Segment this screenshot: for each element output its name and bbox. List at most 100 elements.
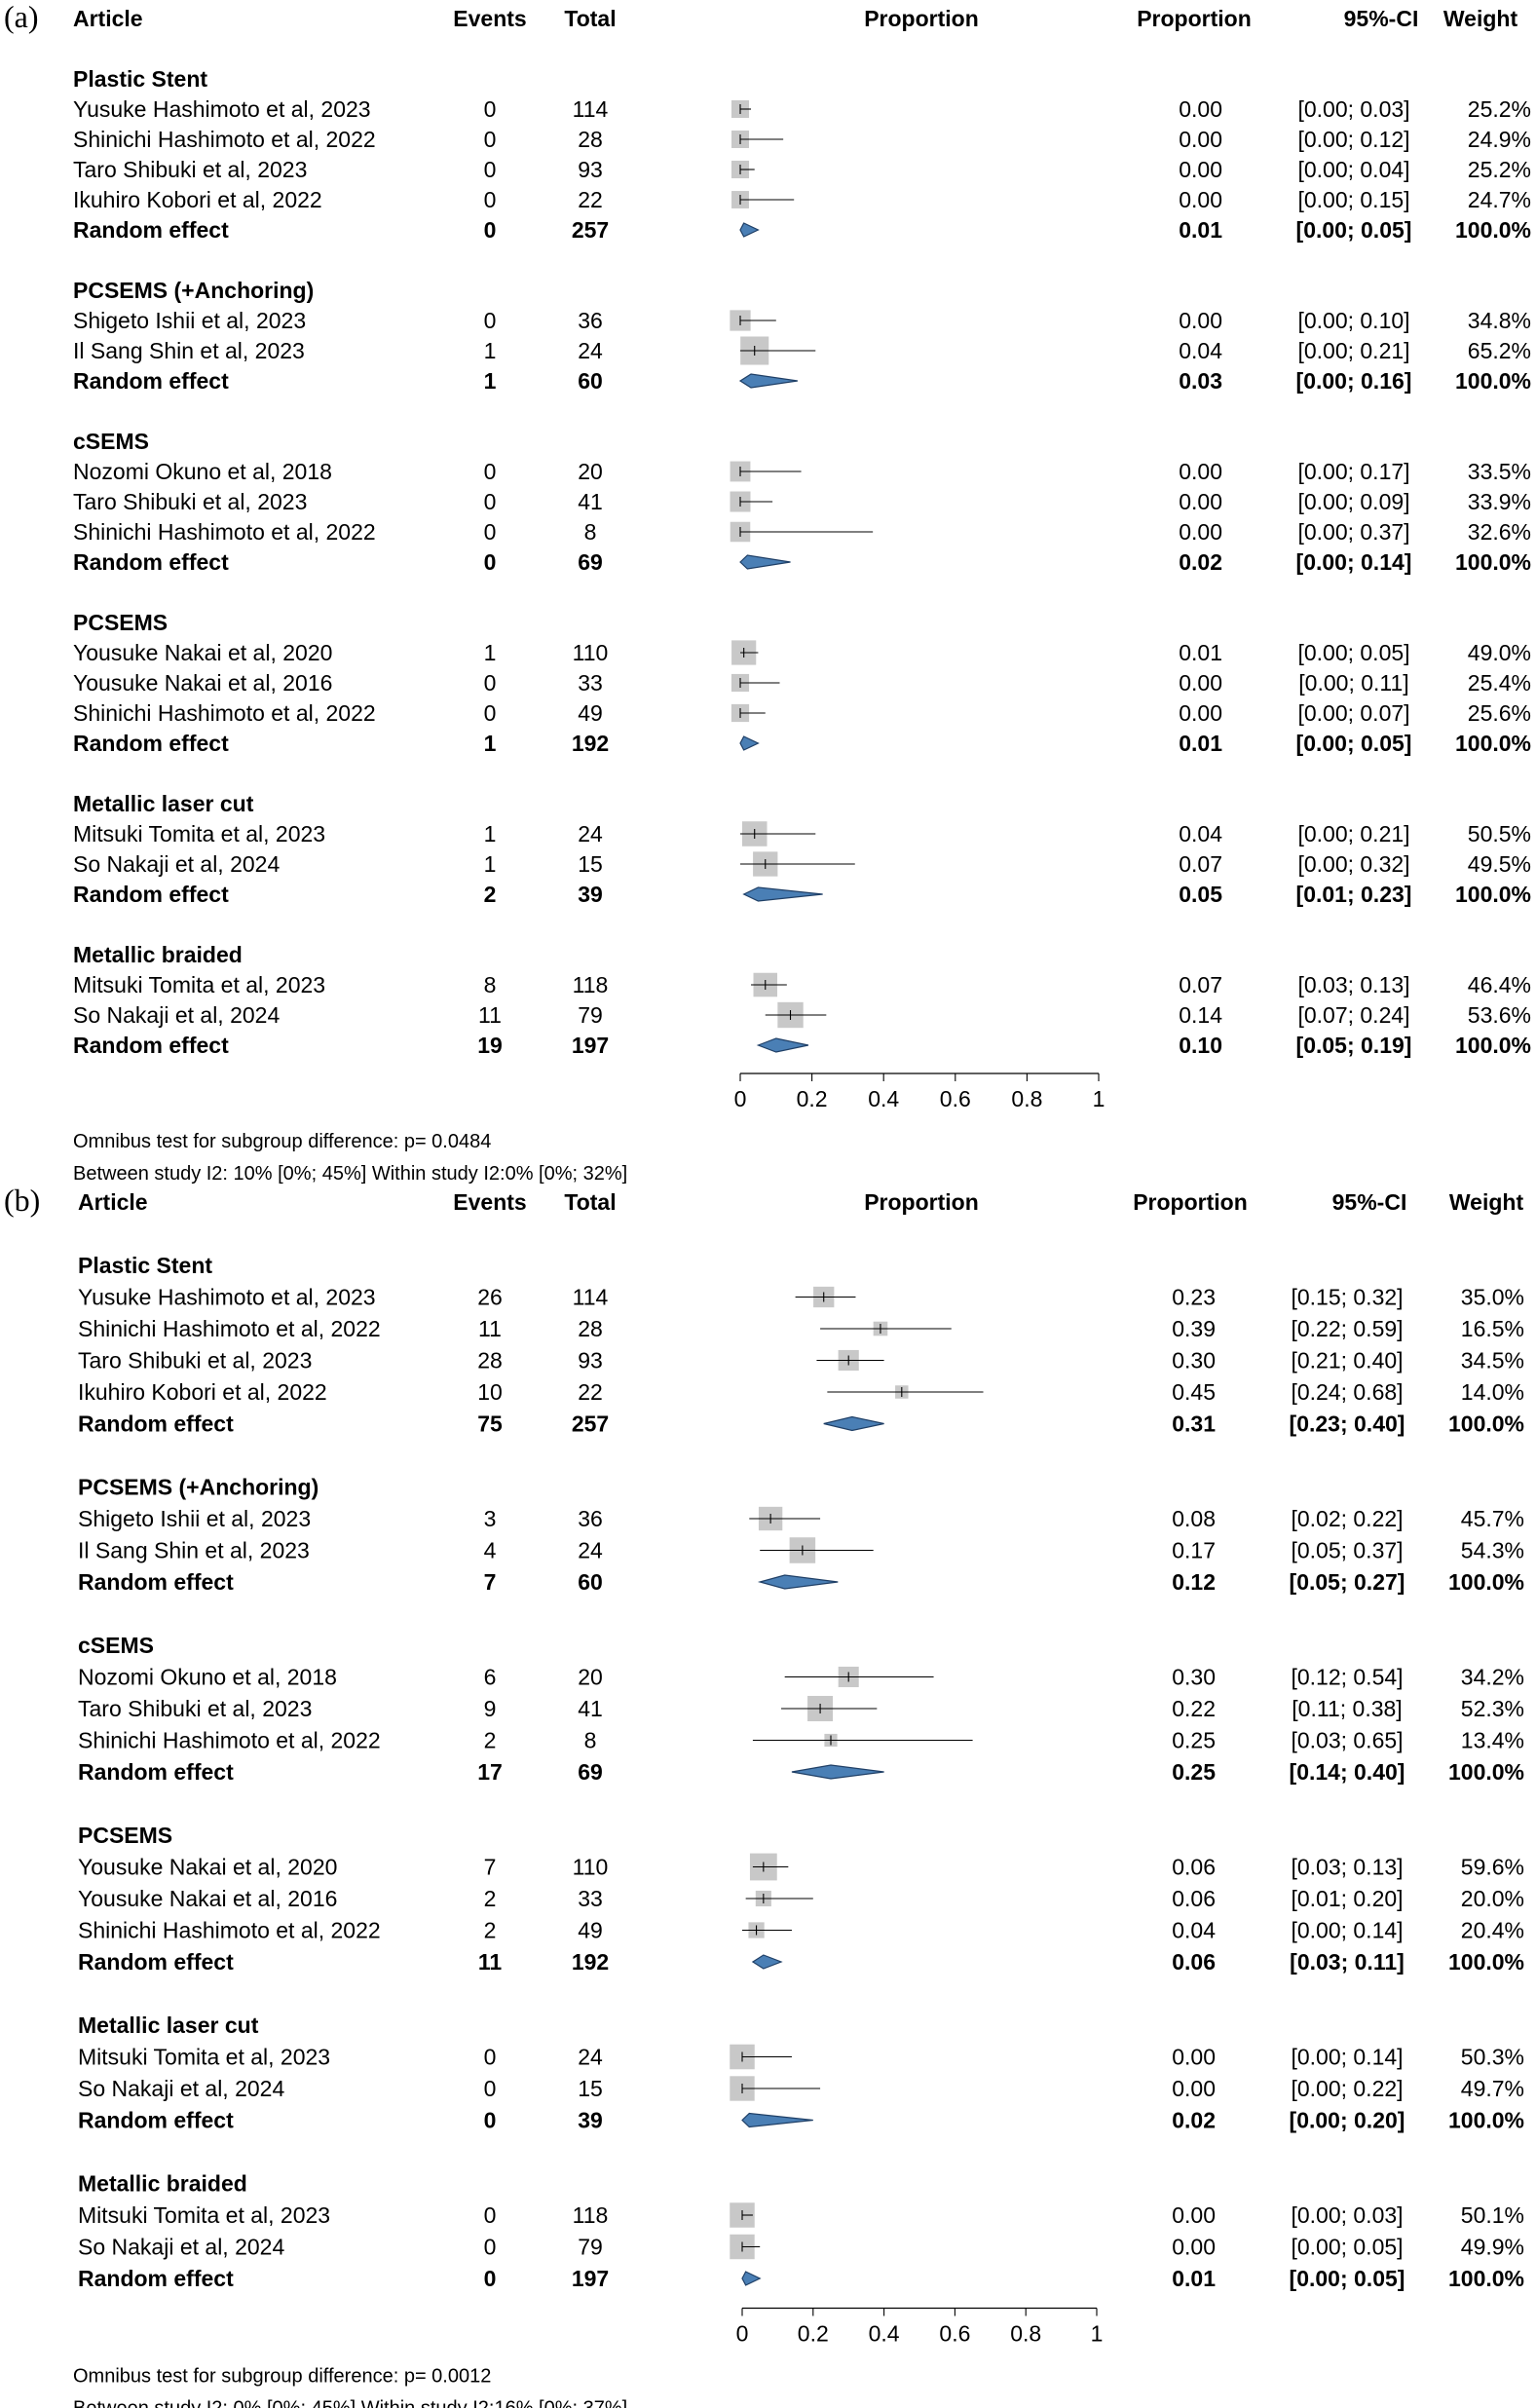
panel-a-study-total: 24 xyxy=(578,338,603,363)
panel-a-pooled-label: Random effect xyxy=(73,1033,229,1058)
panel-b-pooled-events: 17 xyxy=(477,1759,503,1785)
panel-a-study-total: 93 xyxy=(578,157,603,182)
panel-a-study-article: Shigeto Ishii et al, 2023 xyxy=(73,308,306,333)
panel-a-group-title: Metallic braided xyxy=(73,942,243,967)
panel-a-study-events: 11 xyxy=(478,1002,502,1028)
panel-a-study-weight: 49.5% xyxy=(1468,851,1531,877)
panel-a-study-proportion: 0.14 xyxy=(1179,1002,1222,1028)
panel-b-pooled-diamond xyxy=(741,2271,762,2286)
panel-a-pooled-ci: [0.00; 0.05] xyxy=(1296,217,1412,243)
panel-a-pooled-proportion: 0.02 xyxy=(1179,549,1222,575)
panel-b-study-weight: 20.4% xyxy=(1461,1918,1524,1943)
panel-a-pooled-label: Random effect xyxy=(73,368,229,394)
panel-a-x-tick-label: 0.8 xyxy=(1011,1086,1042,1111)
panel-b-pooled-diamond xyxy=(823,1415,884,1432)
panel-a-study-events: 0 xyxy=(484,127,497,152)
panel-b-study-ci: [0.00; 0.14] xyxy=(1291,2045,1403,2070)
panel-a-pooled-events: 1 xyxy=(484,368,497,394)
panel-b-study-total: 93 xyxy=(578,1348,603,1373)
panel-b-pooled-label: Random effect xyxy=(78,1949,234,1975)
panel-a-pooled-proportion: 0.05 xyxy=(1179,882,1222,907)
panel-b-x-tick-label: 0.4 xyxy=(869,2321,900,2347)
panel-b-study-weight: 49.9% xyxy=(1461,2235,1524,2260)
panel-a-study-article: Mitsuki Tomita et al, 2023 xyxy=(73,972,325,997)
panel-a-pooled-events: 2 xyxy=(484,882,497,907)
panel-a-study-events: 1 xyxy=(484,851,497,877)
panel-a-study-total: 41 xyxy=(578,489,603,514)
panel-b-study-ci: [0.00; 0.22] xyxy=(1291,2076,1403,2101)
panel-b-header-proportion: Proportion xyxy=(1133,1189,1248,1215)
panel-a-pooled-weight: 100.0% xyxy=(1455,549,1531,575)
panel-a-pooled-total: 257 xyxy=(572,217,609,243)
panel-a-study-ci: [0.00; 0.12] xyxy=(1297,127,1409,152)
panel-b-study-proportion: 0.25 xyxy=(1172,1728,1216,1753)
panel-b-study-ci: [0.15; 0.32] xyxy=(1291,1285,1403,1310)
panel-b-study-events: 0 xyxy=(484,2202,497,2228)
panel-b-pooled-label: Random effect xyxy=(78,1411,234,1437)
panel-a-study-article: Yusuke Hashimoto et al, 2023 xyxy=(73,96,371,122)
panel-a-pooled-ci: [0.05; 0.19] xyxy=(1296,1033,1412,1058)
panel-b-study-total: 15 xyxy=(578,2076,603,2101)
panel-a-x-tick-label: 0.2 xyxy=(797,1086,828,1111)
panel-a-study-events: 8 xyxy=(484,972,497,997)
panel-b-study-events: 0 xyxy=(484,2045,497,2070)
panel-b-footnote: Omnibus test for subgroup difference: p=… xyxy=(73,2366,491,2388)
panel-b-study-total: 79 xyxy=(578,2235,603,2260)
panel-b-study-article: Il Sang Shin et al, 2023 xyxy=(78,1538,310,1563)
panel-b-study-ci: [0.21; 0.40] xyxy=(1291,1348,1403,1373)
panel-a-pooled-label: Random effect xyxy=(73,217,229,243)
panel-a-pooled-total: 60 xyxy=(578,368,603,394)
panel-b-study-events: 28 xyxy=(477,1348,503,1373)
panel-b-pooled-weight: 100.0% xyxy=(1448,1569,1524,1595)
panel-a-study-ci: [0.00; 0.09] xyxy=(1297,489,1409,514)
panel-a-x-tick-label: 0.4 xyxy=(868,1086,899,1111)
panel-a-study-total: 79 xyxy=(578,1002,603,1028)
panel-b-study-weight: 34.5% xyxy=(1461,1348,1524,1373)
panel-b-pooled-diamond xyxy=(791,1764,884,1780)
panel-a-x-tick-label: 1 xyxy=(1093,1086,1105,1111)
panel-b-pooled-weight: 100.0% xyxy=(1448,2108,1524,2133)
panel-a-study-total: 114 xyxy=(573,96,609,122)
panel-b-study-events: 7 xyxy=(484,1855,497,1880)
panel-a-header-weight: Weight xyxy=(1443,6,1518,31)
panel-a-group-title: PCSEMS (+Anchoring) xyxy=(73,278,314,303)
panel-a-study-events: 0 xyxy=(484,187,497,212)
panel-b-study-article: Shinichi Hashimoto et al, 2022 xyxy=(78,1316,381,1341)
panel-a-pooled-diamond xyxy=(739,735,760,751)
panel-b-pooled-proportion: 0.25 xyxy=(1172,1759,1216,1785)
panel-b-study-events: 0 xyxy=(484,2235,497,2260)
panel-b-study-proportion: 0.06 xyxy=(1172,1855,1216,1880)
panel-b-pooled-weight: 100.0% xyxy=(1448,1949,1524,1975)
panel-b-study-events: 3 xyxy=(484,1506,497,1531)
panel-a-group-title: cSEMS xyxy=(73,429,149,454)
panel-a-study-proportion: 0.00 xyxy=(1179,670,1222,696)
panel-a-pooled-proportion: 0.03 xyxy=(1179,368,1222,394)
panel-a-study-ci: [0.00; 0.05] xyxy=(1297,640,1409,665)
panel-a-pooled-diamond xyxy=(739,554,791,570)
panel-b-header-proportion-plot: Proportion xyxy=(864,1189,979,1215)
panel-a-study-events: 0 xyxy=(484,670,497,696)
panel-b-x-tick-label: 0.8 xyxy=(1010,2321,1041,2347)
panel-a-study-ci: [0.00; 0.04] xyxy=(1297,157,1409,182)
panel-b-pooled-total: 69 xyxy=(578,1759,603,1785)
panel-b-study-weight: 16.5% xyxy=(1461,1316,1524,1341)
panel-a-pooled-diamond xyxy=(739,222,760,238)
panel-a-study-article: So Nakaji et al, 2024 xyxy=(73,851,280,877)
panel-a-study-article: Shinichi Hashimoto et al, 2022 xyxy=(73,700,376,726)
panel-b-study-ci: [0.12; 0.54] xyxy=(1291,1665,1403,1690)
panel-b-pooled-events: 7 xyxy=(484,1569,497,1595)
panel-b-study-article: Mitsuki Tomita et al, 2023 xyxy=(78,2045,330,2070)
panel-b-pooled-label: Random effect xyxy=(78,2108,234,2133)
panel-b-group-title: Metallic laser cut xyxy=(78,2013,259,2038)
panel-a-header-proportion: Proportion xyxy=(1137,6,1252,31)
panel-a-study-total: 33 xyxy=(578,670,603,696)
panel-b-study-total: 41 xyxy=(578,1696,603,1721)
panel-a-pooled-ci: [0.01; 0.23] xyxy=(1296,882,1412,907)
panel-a-study-article: Shinichi Hashimoto et al, 2022 xyxy=(73,127,376,152)
panel-b-group-title: PCSEMS (+Anchoring) xyxy=(78,1475,318,1500)
panel-b-study-weight: 14.0% xyxy=(1461,1379,1524,1405)
panel-b-study-events: 6 xyxy=(484,1665,497,1690)
panel-b-group-title: Metallic braided xyxy=(78,2171,247,2197)
panel-a-study-events: 0 xyxy=(484,489,497,514)
panel-a-study-weight: 25.2% xyxy=(1468,157,1531,182)
